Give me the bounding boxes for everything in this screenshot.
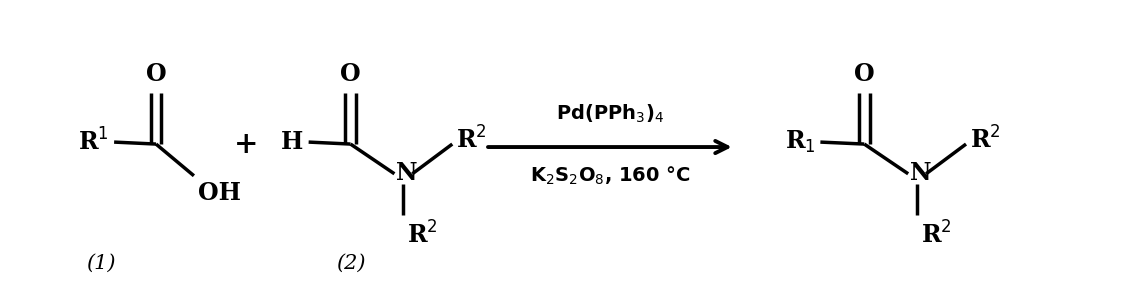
Text: H: H [281, 130, 304, 154]
Text: (2): (2) [336, 253, 365, 272]
Text: R$^2$: R$^2$ [970, 127, 1001, 154]
Text: +: + [234, 130, 259, 159]
Text: N: N [397, 161, 418, 185]
Text: R$_1$: R$_1$ [785, 129, 815, 155]
Text: R$^2$: R$^2$ [407, 221, 438, 249]
Text: O: O [854, 62, 874, 85]
Text: R$^1$: R$^1$ [78, 128, 109, 156]
Text: Pd(PPh$_3$)$_4$: Pd(PPh$_3$)$_4$ [556, 103, 663, 125]
Text: R$^2$: R$^2$ [456, 127, 486, 154]
Text: K$_2$S$_2$O$_8$, 160 °C: K$_2$S$_2$O$_8$, 160 °C [530, 165, 691, 187]
Text: (1): (1) [86, 253, 116, 272]
Text: O: O [340, 62, 361, 85]
Text: O: O [145, 62, 167, 85]
Text: R$^2$: R$^2$ [921, 221, 951, 249]
Text: OH: OH [198, 181, 240, 205]
Text: N: N [911, 161, 932, 185]
